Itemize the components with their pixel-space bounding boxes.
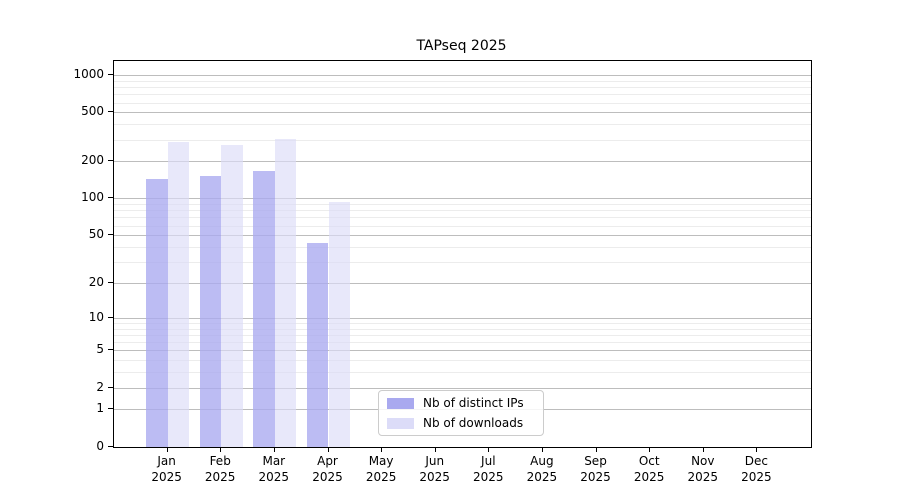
x-tick-mark (541, 447, 543, 452)
x-tick-label-nov: Nov 2025 (687, 454, 719, 484)
y-tick-mark (108, 408, 113, 410)
legend-label-downloads: Nb of downloads (423, 416, 524, 430)
y-tick-label: 1 (96, 401, 104, 416)
y-tick-label: 1000 (73, 67, 104, 81)
gridline-minor (114, 124, 811, 126)
x-tick-mark (166, 447, 168, 452)
legend-item-distinct-ips: Nb of distinct IPs (387, 395, 535, 412)
y-tick-label: 2 (96, 379, 104, 394)
y-tick-mark (108, 160, 113, 162)
y-tick-mark (108, 386, 113, 388)
y-tick-label: 50 (88, 227, 104, 242)
y-tick-label: 100 (81, 190, 104, 205)
y-tick-mark (108, 316, 113, 318)
x-tick-mark (220, 447, 222, 452)
gridline-minor (114, 225, 811, 227)
gridline-minor (114, 139, 811, 141)
gridline-major (114, 350, 811, 352)
x-tick-mark (649, 447, 651, 452)
gridline-minor (114, 360, 811, 362)
y-tick-mark (108, 197, 113, 199)
gridline-minor (114, 342, 811, 343)
y-tick-label: 0 (96, 438, 104, 453)
gridline-minor (114, 80, 811, 82)
gridline-major (114, 387, 811, 389)
x-tick-label-mar: Mar 2025 (258, 454, 290, 484)
y-tick-mark (108, 234, 113, 236)
x-tick-mark (434, 447, 436, 452)
x-tick-mark (381, 447, 383, 452)
x-tick-label-jun: Jun 2025 (419, 454, 450, 484)
gridline-minor (114, 210, 811, 212)
x-tick-label-may: May 2025 (365, 454, 397, 484)
bar-jan-distinct-ips (146, 178, 168, 447)
x-tick-mark (488, 447, 490, 452)
legend-swatch-downloads (387, 417, 414, 429)
gridline-minor (114, 204, 811, 205)
gridline-minor (114, 246, 811, 248)
x-tick-label-oct: Oct 2025 (633, 454, 665, 484)
gridline-minor (114, 87, 811, 88)
bar-jan-downloads (167, 141, 189, 447)
gridline-major (114, 282, 811, 284)
gridline-minor (114, 334, 811, 336)
y-tick-mark (108, 111, 113, 113)
bar-feb-downloads (221, 145, 243, 447)
y-tick-mark (108, 445, 113, 447)
chart-title: TAPseq 2025 (416, 38, 507, 54)
bar-apr-distinct-ips (307, 243, 329, 447)
y-tick-mark (108, 349, 113, 351)
x-tick-mark (595, 447, 597, 452)
legend-label-distinct-ips: Nb of distinct IPs (423, 396, 524, 410)
y-tick-label: 200 (81, 153, 104, 168)
x-tick-mark (273, 447, 275, 452)
gridline-major (114, 198, 811, 200)
y-tick-label: 20 (88, 274, 104, 289)
x-tick-label-jan: Jan 2025 (151, 454, 182, 484)
gridline-minor (114, 94, 811, 96)
y-tick-label: 500 (81, 104, 104, 119)
x-tick-label-jul: Jul 2025 (473, 454, 504, 484)
x-tick-label-aug: Aug 2025 (526, 454, 558, 484)
y-tick-label: 10 (88, 309, 104, 324)
gridline-minor (114, 328, 811, 330)
x-tick-mark (327, 447, 329, 452)
x-tick-label-apr: Apr 2025 (312, 454, 343, 484)
bar-feb-distinct-ips (199, 176, 222, 447)
y-tick-label: 5 (96, 342, 104, 357)
y-tick-mark (108, 281, 113, 283)
gridline-major (114, 75, 811, 76)
plot-area (113, 60, 812, 448)
gridline-minor (114, 372, 811, 374)
legend: Nb of distinct IPs Nb of downloads (378, 390, 544, 436)
legend-swatch-distinct-ips (387, 397, 414, 409)
bar-mar-distinct-ips (253, 171, 275, 447)
x-tick-mark (756, 447, 758, 452)
bar-apr-downloads (328, 202, 350, 447)
gridline-minor (114, 262, 811, 263)
x-tick-label-sep: Sep 2025 (580, 454, 611, 484)
x-tick-label-feb: Feb 2025 (204, 454, 236, 484)
x-tick-label-dec: Dec 2025 (741, 454, 772, 484)
gridline-major (114, 317, 811, 319)
gridline-minor (114, 102, 811, 104)
x-tick-mark (702, 447, 704, 452)
legend-item-downloads: Nb of downloads (387, 415, 535, 432)
gridline-minor (114, 217, 811, 219)
gridline-minor (114, 322, 811, 324)
gridline-major (114, 161, 811, 163)
gridline-major (114, 112, 811, 114)
bar-mar-downloads (274, 138, 297, 447)
gridline-major (114, 235, 811, 237)
y-tick-mark (108, 74, 113, 75)
